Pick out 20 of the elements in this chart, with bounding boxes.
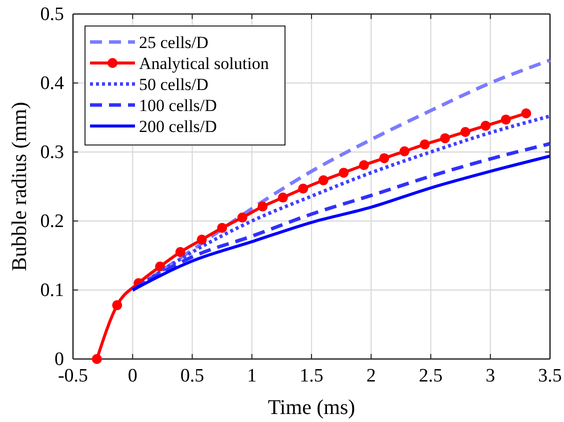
- legend-label: Analytical solution: [139, 54, 270, 73]
- x-tick-label: 1.5: [300, 365, 324, 386]
- x-tick-label: 3: [486, 365, 496, 386]
- y-tick-label: 0.3: [40, 142, 64, 164]
- legend-label: 50 cells/D: [139, 75, 208, 94]
- y-tick-label: 0.2: [40, 211, 64, 232]
- x-axis-title: Time (ms): [268, 395, 356, 419]
- y-axis-title: Bubble radius (mm): [7, 102, 31, 272]
- x-tick-label: 2: [366, 365, 376, 386]
- y-tick-label: 0.5: [40, 4, 64, 26]
- x-tick-label: 3.5: [538, 365, 562, 386]
- legend-label: 200 cells/D: [139, 117, 217, 136]
- x-tick-label: 1: [247, 365, 257, 386]
- x-tick-label: 0: [128, 365, 138, 386]
- x-tick-label: 2.5: [418, 365, 443, 386]
- x-tick-label: 0.5: [180, 365, 204, 386]
- y-tick-label: 0.4: [40, 73, 64, 94]
- legend-label: 25 cells/D: [139, 33, 208, 52]
- legend-label: 100 cells/D: [139, 96, 217, 115]
- y-tick-label: 0.1: [40, 280, 64, 302]
